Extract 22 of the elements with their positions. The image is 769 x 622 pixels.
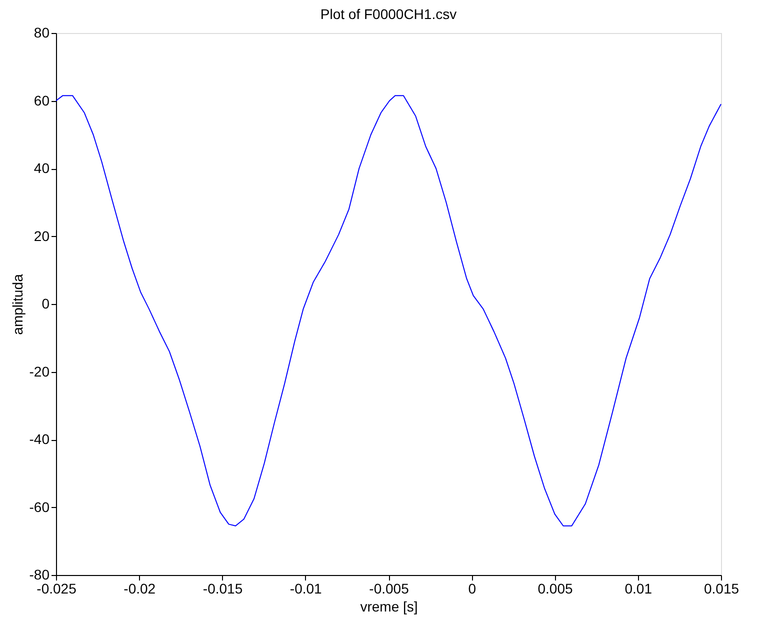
y-tick-label: 0 [42, 296, 50, 312]
x-tick-label: 0 [468, 580, 476, 596]
y-tick-label: 60 [34, 92, 50, 108]
line-series [56, 95, 722, 526]
x-axis-title: vreme [s] [360, 598, 418, 614]
x-tick-label: -0.025 [36, 580, 77, 596]
x-tick-label: -0.02 [124, 580, 156, 596]
x-tick-label: 0.005 [538, 580, 573, 596]
y-tick-label: 80 [34, 24, 50, 40]
y-tick-label: -80 [29, 566, 50, 582]
y-axis-title: amplituda [9, 274, 26, 335]
y-tick-label: -20 [29, 363, 50, 380]
y-tick-label: 40 [34, 160, 50, 176]
x-tick-label: -0.005 [369, 580, 410, 596]
chart-title: Plot of F0000CH1.csv [320, 6, 457, 22]
x-tick-label: 0.01 [624, 580, 652, 596]
x-tick-label: -0.01 [290, 580, 322, 596]
x-tick-label: -0.015 [202, 580, 243, 596]
y-tick-label: -60 [29, 498, 50, 515]
y-tick-label: -40 [29, 431, 50, 447]
y-tick-label: 20 [34, 228, 50, 244]
x-tick-label: 0.015 [704, 580, 740, 596]
